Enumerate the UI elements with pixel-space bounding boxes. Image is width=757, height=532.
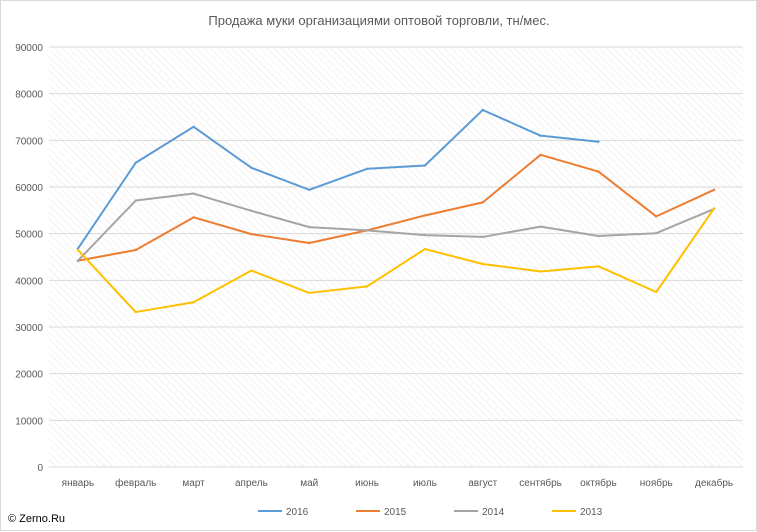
data-point-2016 <box>539 134 542 137</box>
data-point-2015 <box>134 248 137 252</box>
legend-label-2016: 2016 <box>286 507 309 518</box>
x-tick-label: декабрь <box>695 477 733 489</box>
data-point-2013 <box>76 248 80 252</box>
copyright-text: © Zerno.Ru <box>8 513 65 525</box>
data-point-2015 <box>250 232 253 236</box>
data-point-2014 <box>655 232 658 235</box>
data-point-2014 <box>597 234 600 238</box>
data-point-2013 <box>539 270 542 273</box>
y-tick-label: 70000 <box>15 136 43 147</box>
data-point-2013 <box>655 290 658 294</box>
data-point-2016 <box>365 167 369 170</box>
data-point-2014 <box>134 199 137 202</box>
data-point-2014 <box>76 259 80 262</box>
data-point-2013 <box>712 207 716 210</box>
data-point-2016 <box>481 108 484 112</box>
data-point-2013 <box>134 310 137 314</box>
x-tick-label: май <box>300 478 318 489</box>
data-point-2013 <box>423 247 427 251</box>
data-point-2015 <box>423 214 427 217</box>
data-point-2013 <box>250 269 253 272</box>
data-point-2014 <box>481 235 484 239</box>
data-point-2013 <box>365 285 369 288</box>
data-point-2014 <box>423 233 427 237</box>
x-tick-label: июль <box>413 478 437 489</box>
series-line-2016 <box>76 109 600 250</box>
data-point-2015 <box>539 153 542 156</box>
data-point-2013 <box>308 291 311 295</box>
x-axis-ticks: январь февраль март апрель май июнь июль август… <box>62 477 733 489</box>
y-tick-label: 40000 <box>15 276 43 287</box>
y-tick-label: 30000 <box>15 323 43 334</box>
series-lines <box>76 108 716 314</box>
data-point-2013 <box>192 301 195 304</box>
data-point-2014 <box>539 225 542 228</box>
data-point-2014 <box>365 229 369 232</box>
series-line-2013 <box>76 207 716 314</box>
data-point-2016 <box>308 188 311 191</box>
chart-title: Продажа муки организациями оптовой торго… <box>208 13 549 28</box>
y-tick-label: 0 <box>37 463 43 474</box>
y-tick-label: 80000 <box>15 90 43 101</box>
plot-area <box>49 47 743 467</box>
data-point-2016 <box>250 166 253 170</box>
y-tick-label: 50000 <box>15 230 43 241</box>
y-axis-ticks: 0 10000 20000 30000 40000 50000 60000 70000 8000… <box>15 43 43 474</box>
data-point-2016 <box>423 164 427 167</box>
x-tick-label: апрель <box>235 478 268 489</box>
data-point-2013 <box>597 265 600 268</box>
data-point-2014 <box>308 225 311 229</box>
y-tick-label: 60000 <box>15 183 43 194</box>
data-point-2015 <box>712 188 716 191</box>
data-point-2014 <box>192 192 195 195</box>
series-line-2014 <box>76 192 716 262</box>
data-point-2013 <box>481 262 484 266</box>
legend: 2016 2015 2014 2013 <box>258 507 603 518</box>
series-line-2015 <box>76 153 716 262</box>
data-point-2015 <box>597 170 600 173</box>
x-tick-label: сентябрь <box>519 477 562 489</box>
data-point-2015 <box>192 216 195 219</box>
data-point-2016 <box>134 161 137 164</box>
x-tick-label: январь <box>62 478 94 489</box>
legend-label-2015: 2015 <box>384 507 407 518</box>
data-point-2015 <box>481 201 484 204</box>
legend-label-2014: 2014 <box>482 507 505 518</box>
x-tick-label: март <box>182 478 205 489</box>
data-point-2014 <box>250 209 253 212</box>
data-point-2015 <box>308 241 311 245</box>
y-tick-label: 90000 <box>15 43 43 54</box>
x-tick-label: ноябрь <box>640 477 673 489</box>
data-point-2016 <box>597 140 600 143</box>
data-point-2015 <box>655 215 658 218</box>
y-tick-label: 10000 <box>15 416 43 427</box>
x-tick-label: июнь <box>355 478 379 489</box>
x-tick-label: февраль <box>115 477 156 489</box>
y-tick-label: 20000 <box>15 370 43 381</box>
legend-label-2013: 2013 <box>580 507 603 518</box>
x-tick-label: август <box>468 478 497 489</box>
x-tick-label: октябрь <box>580 477 617 489</box>
data-point-2016 <box>192 125 195 128</box>
